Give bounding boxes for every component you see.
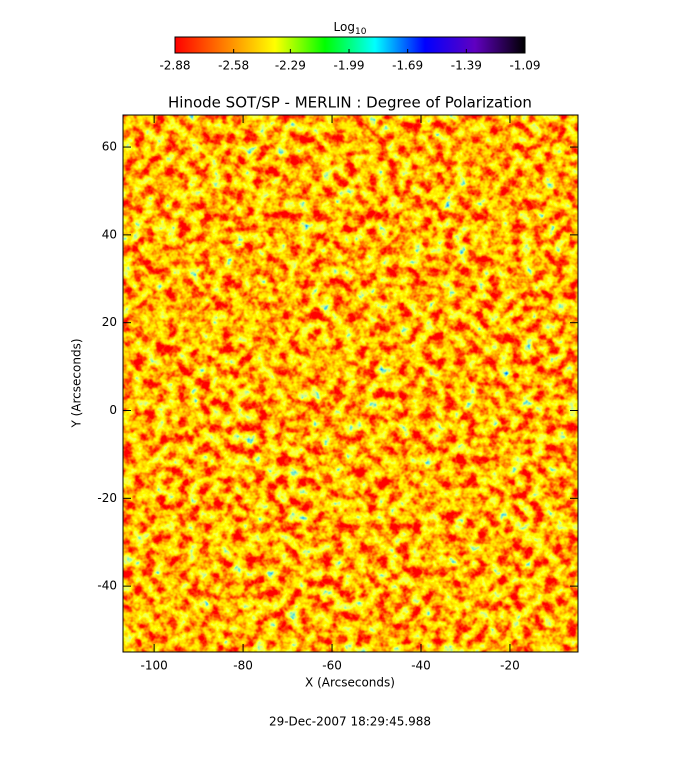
y-tick-label: 40 [102,227,117,241]
x-tick-label: -20 [500,659,520,673]
plot-frame [122,114,579,653]
x-tick-label: -40 [411,659,431,673]
x-tick-label: -80 [233,659,253,673]
y-tick-label: 20 [102,315,117,329]
chart-title: Hinode SOT/SP - MERLIN : Degree of Polar… [168,94,532,112]
y-axis-label: Y (Arcseconds) [70,338,84,428]
colorbar-tick-label: -1.39 [451,59,482,73]
y-tick-label: -40 [97,579,117,593]
colorbar-tick-label: -1.09 [509,59,540,73]
colorbar-tick-label: -1.69 [392,59,423,73]
x-tick-label: -100 [141,659,168,673]
colorbar-tick-label: -2.29 [275,59,306,73]
colorbar-tick-label: -1.99 [333,59,364,73]
x-tick-label: -60 [322,659,342,673]
colorbar-label: Log10 [334,20,367,37]
y-tick-label: 60 [102,140,117,154]
colorbar-tick-label: -2.58 [218,59,249,73]
colorbar [174,36,526,54]
y-tick-label: -20 [97,491,117,505]
x-axis-label: X (Arcseconds) [305,676,395,690]
colorbar-tick-label: -2.88 [159,59,190,73]
y-tick-label: 0 [109,403,117,417]
footer-date: 29-Dec-2007 18:29:45.988 [269,715,431,729]
heatmap-texture [123,115,578,652]
